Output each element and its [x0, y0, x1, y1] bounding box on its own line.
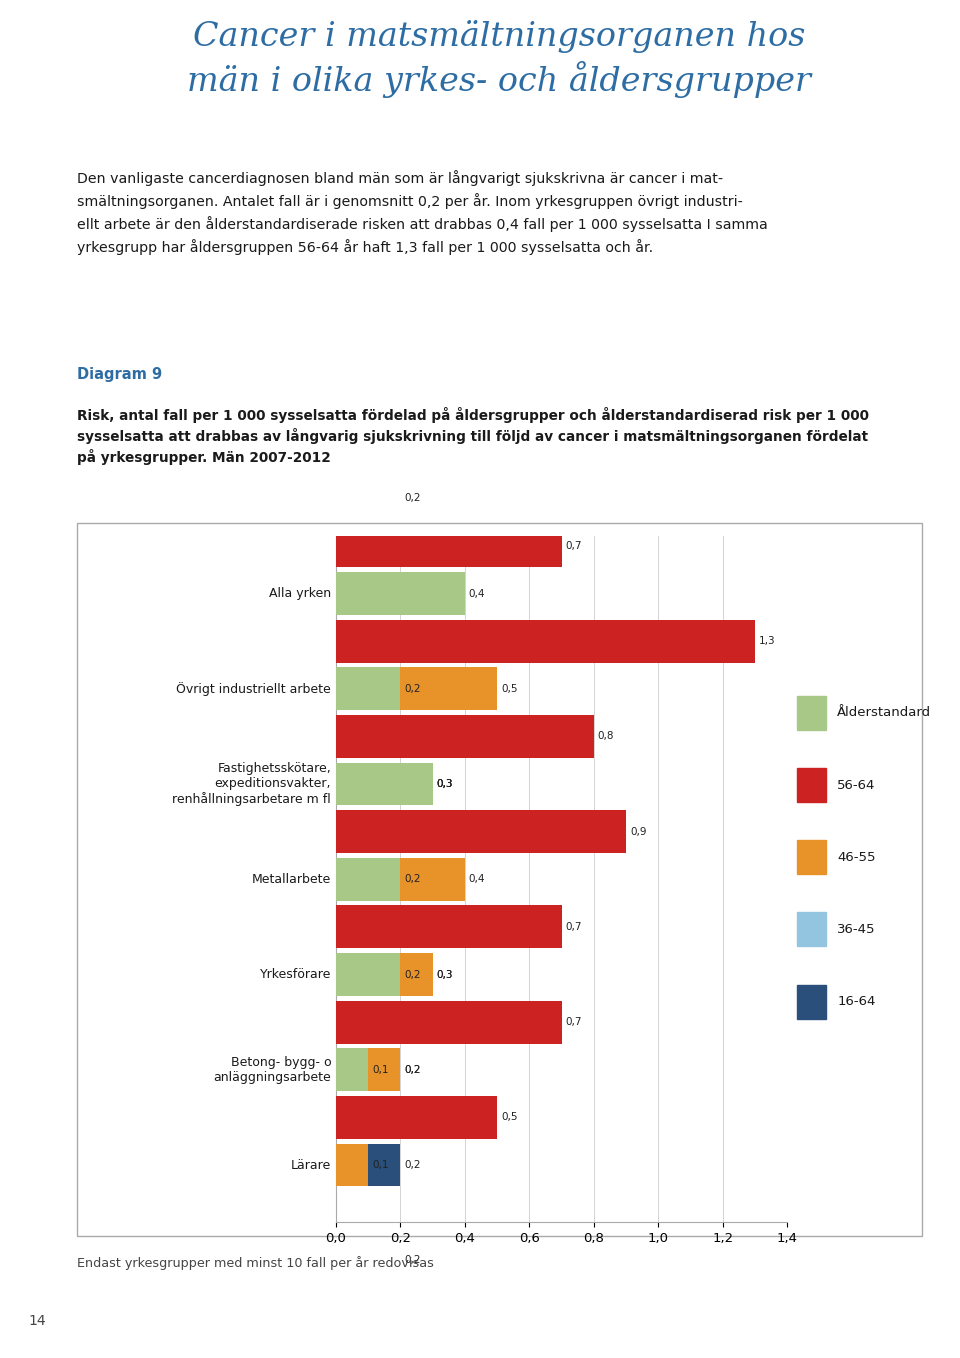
Text: 0,7: 0,7	[565, 1017, 582, 1027]
Bar	[336, 858, 465, 900]
Text: 46-55: 46-55	[837, 850, 876, 864]
Text: 0,7: 0,7	[565, 922, 582, 932]
Text: 0,2: 0,2	[404, 875, 420, 884]
Bar	[336, 763, 433, 805]
Bar	[336, 524, 562, 568]
Bar	[336, 667, 497, 710]
Bar	[336, 953, 433, 995]
Bar	[336, 1001, 562, 1043]
Bar	[336, 667, 400, 710]
Bar	[797, 695, 827, 731]
Text: 0,4: 0,4	[468, 875, 486, 884]
Text: 0,1: 0,1	[372, 1017, 389, 1027]
Text: Ålderstandard: Ålderstandard	[837, 706, 931, 720]
Bar	[336, 763, 433, 805]
Bar	[336, 1001, 369, 1043]
Bar	[336, 1096, 497, 1139]
Text: 0,2: 0,2	[404, 684, 420, 694]
Text: Övrigt industriellt arbete: Övrigt industriellt arbete	[177, 682, 331, 695]
Text: 36-45: 36-45	[837, 923, 876, 936]
Text: 0,2: 0,2	[404, 1112, 420, 1123]
Text: 0,1: 0,1	[372, 1160, 389, 1171]
Bar	[336, 1048, 369, 1092]
Bar	[336, 1143, 400, 1187]
Text: 0,1: 0,1	[372, 732, 389, 741]
Bar	[797, 985, 827, 1018]
Bar	[336, 1143, 369, 1187]
Bar	[336, 716, 594, 758]
Text: 0,8: 0,8	[598, 732, 614, 741]
Text: 0,1: 0,1	[372, 636, 389, 646]
Text: 0,7: 0,7	[565, 540, 582, 551]
Text: 0,9: 0,9	[630, 827, 646, 837]
Text: 0,3: 0,3	[437, 970, 453, 979]
Text: 0,3: 0,3	[437, 588, 453, 599]
Bar	[336, 906, 562, 948]
Text: 0,2: 0,2	[404, 1255, 420, 1266]
Text: Lärare: Lärare	[291, 1158, 331, 1172]
Text: 0,3: 0,3	[437, 970, 453, 979]
Bar	[336, 811, 369, 853]
Text: 0,5: 0,5	[501, 684, 517, 694]
Text: Risk, antal fall per 1 000 sysselsatta fördelad på åldersgrupper och ålderstanda: Risk, antal fall per 1 000 sysselsatta f…	[77, 406, 869, 464]
Text: Metallarbete: Metallarbete	[252, 873, 331, 885]
Bar	[336, 477, 400, 520]
Bar	[336, 811, 626, 853]
Text: 0,3: 0,3	[437, 779, 453, 789]
Text: 0,2: 0,2	[404, 1065, 420, 1074]
Bar	[336, 1238, 400, 1282]
Bar	[336, 667, 400, 710]
Text: 0,1: 0,1	[372, 922, 389, 932]
Text: 16-64: 16-64	[837, 995, 876, 1008]
Text: Fastighetsskötare,
expeditionsvakter,
renhållningsarbetare m fl: Fastighetsskötare, expeditionsvakter, re…	[173, 762, 331, 807]
Bar	[336, 953, 433, 995]
Bar	[336, 572, 433, 615]
Text: Diagram 9: Diagram 9	[77, 367, 162, 382]
Bar	[336, 1096, 400, 1139]
Text: 0,5: 0,5	[501, 1112, 517, 1123]
Text: Yrkesförare: Yrkesförare	[260, 968, 331, 980]
Bar	[336, 572, 465, 615]
Text: 1,3: 1,3	[758, 636, 776, 646]
Text: 0,2: 0,2	[404, 684, 420, 694]
Bar	[797, 769, 827, 803]
Bar	[336, 906, 369, 948]
Text: 0,4: 0,4	[468, 588, 486, 599]
Text: 0,2: 0,2	[404, 493, 420, 504]
Bar	[797, 913, 827, 947]
Bar	[336, 1048, 400, 1092]
Bar	[797, 841, 827, 875]
Bar	[336, 716, 369, 758]
Bar	[336, 858, 433, 900]
Text: 0,3: 0,3	[437, 779, 453, 789]
Text: 0,2: 0,2	[404, 1160, 420, 1171]
Text: Alla yrken: Alla yrken	[269, 587, 331, 600]
Bar	[336, 953, 400, 995]
Text: 0,3: 0,3	[437, 779, 453, 789]
Text: Cancer i matsmältningsorganen hos
män i olika yrkes- och åldersgrupper: Cancer i matsmältningsorganen hos män i …	[187, 20, 811, 98]
Text: 0,2: 0,2	[404, 1065, 420, 1074]
Bar	[336, 619, 755, 663]
Text: 14: 14	[29, 1313, 46, 1328]
Text: Betong- bygg- o
anläggningsarbete: Betong- bygg- o anläggningsarbete	[213, 1055, 331, 1084]
Text: 0,2: 0,2	[404, 970, 420, 979]
Text: Den vanligaste cancerdiagnosen bland män som är långvarigt sjukskrivna är cancer: Den vanligaste cancerdiagnosen bland män…	[77, 170, 768, 255]
Bar	[336, 619, 369, 663]
Text: 0,1: 0,1	[372, 1065, 389, 1074]
Text: Endast yrkesgrupper med minst 10 fall per år redovisas: Endast yrkesgrupper med minst 10 fall pe…	[77, 1256, 434, 1270]
Text: 56-64: 56-64	[837, 778, 876, 792]
Bar	[336, 763, 433, 805]
Text: 0,1: 0,1	[372, 827, 389, 837]
Text: 0,3: 0,3	[437, 875, 453, 884]
Bar	[336, 858, 400, 900]
Bar	[336, 1048, 400, 1092]
